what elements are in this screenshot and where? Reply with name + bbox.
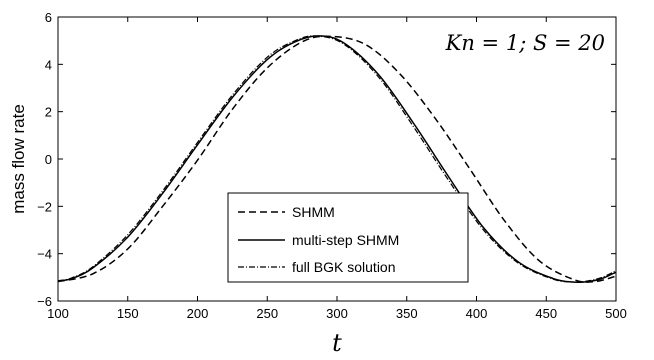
x-tick-label: 300 [326, 306, 348, 321]
legend-label-shmm: SHMM [292, 204, 335, 220]
legend-label-multi-step: multi-step SHMM [292, 232, 399, 248]
x-tick-label: 500 [605, 306, 627, 321]
x-tick-label: 200 [187, 306, 209, 321]
legend: SHMM multi-step SHMM full BGK solution [227, 192, 469, 283]
x-tick-label: 150 [117, 306, 139, 321]
x-axis-label: t [332, 329, 342, 357]
x-tick-label: 450 [535, 306, 557, 321]
tick-labels: 100 150 200 250 300 350 400 450 500 6 4 2 0 −2 −4 −6 [37, 10, 627, 321]
y-tick-label: −4 [37, 247, 52, 262]
y-tick-label: 0 [45, 152, 52, 167]
series-line-full-bgk-solution [57, 35, 617, 283]
series-lines [57, 35, 617, 284]
y-axis-label: mass flow rate [9, 104, 28, 214]
legend-label-bgk: full BGK solution [292, 259, 396, 275]
x-tick-label: 250 [256, 306, 278, 321]
series-line-shmm [57, 35, 617, 283]
y-tick-label: 6 [45, 10, 52, 25]
y-tick-label: −2 [37, 199, 52, 214]
annotation-label: Kn = 1; S = 20 [445, 31, 605, 55]
x-tick-label: 350 [396, 306, 418, 321]
y-tick-label: −6 [37, 294, 52, 309]
y-tick-label: 2 [45, 105, 52, 120]
x-tick-label: 400 [466, 306, 488, 321]
x-tick-label: 100 [47, 306, 69, 321]
y-tick-label: 4 [45, 57, 52, 72]
axis-ticks [57, 16, 617, 302]
